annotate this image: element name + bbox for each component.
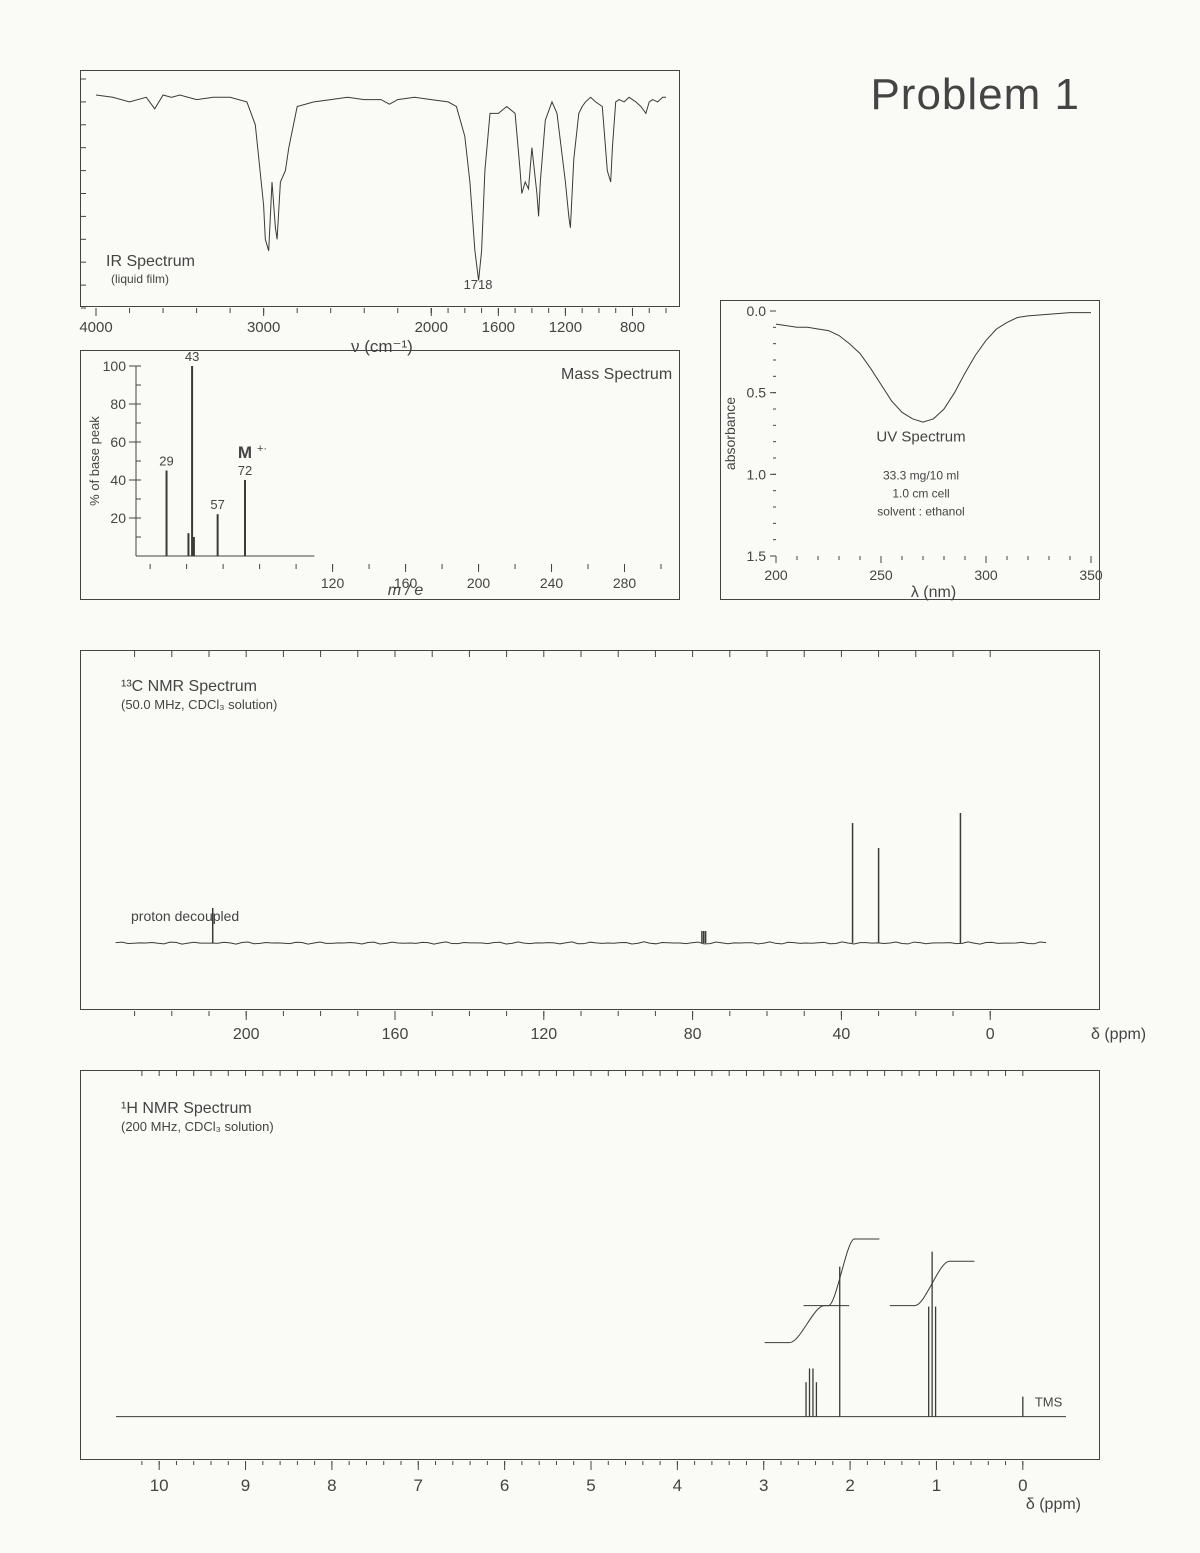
svg-text:40: 40 (110, 472, 126, 488)
svg-text:solvent : ethanol: solvent : ethanol (877, 504, 964, 518)
svg-text:0.0: 0.0 (747, 303, 767, 319)
svg-text:¹³C NMR Spectrum: ¹³C NMR Spectrum (121, 678, 257, 695)
svg-text:200: 200 (764, 567, 788, 583)
svg-text:0: 0 (986, 1026, 995, 1043)
svg-text:800: 800 (620, 319, 645, 336)
svg-text:7: 7 (414, 1476, 423, 1495)
page-title: Problem 1 (870, 70, 1080, 120)
svg-text:(50.0 MHz, CDCl₃ solution): (50.0 MHz, CDCl₃ solution) (121, 697, 277, 712)
svg-text:UV Spectrum: UV Spectrum (876, 429, 965, 446)
svg-text:280: 280 (613, 575, 637, 591)
svg-text:20: 20 (110, 510, 126, 526)
svg-text:57: 57 (210, 497, 224, 512)
svg-text:λ (nm): λ (nm) (911, 584, 956, 601)
svg-text:350: 350 (1079, 567, 1103, 583)
svg-text:240: 240 (540, 575, 564, 591)
svg-text:0: 0 (1018, 1476, 1027, 1495)
svg-text:1.0: 1.0 (747, 466, 767, 482)
svg-text:200: 200 (467, 575, 491, 591)
svg-text:4000: 4000 (79, 319, 112, 336)
svg-text:0.5: 0.5 (747, 385, 767, 401)
svg-text:2: 2 (845, 1476, 854, 1495)
svg-text:3: 3 (759, 1476, 768, 1495)
svg-text:6: 6 (500, 1476, 509, 1495)
page: Problem 1 IR Spectrum(liquid film)171840… (0, 0, 1200, 1553)
svg-text:100: 100 (103, 358, 127, 374)
ir-spectrum-panel: IR Spectrum(liquid film)1718400030002000… (80, 70, 680, 307)
svg-text:40: 40 (833, 1026, 851, 1043)
svg-text:(liquid film): (liquid film) (111, 272, 169, 286)
svg-text:M: M (238, 443, 252, 462)
c13-nmr-panel: ¹³C NMR Spectrum (50.0 MHz, CDCl₃ solutio… (80, 650, 1100, 1010)
svg-text:33.3 mg/10 ml: 33.3 mg/10 ml (883, 468, 959, 482)
mass-spectrum-panel: 20406080100% of base peak29435772M+·1201… (80, 350, 680, 600)
svg-text:1.0 cm cell: 1.0 cm cell (892, 486, 949, 500)
svg-text:TMS: TMS (1035, 1395, 1063, 1410)
svg-text:2000: 2000 (415, 319, 448, 336)
svg-text:Mass Spectrum: Mass Spectrum (561, 366, 672, 383)
svg-text:δ (ppm): δ (ppm) (1091, 1026, 1146, 1043)
svg-text:200: 200 (233, 1026, 260, 1043)
svg-text:160: 160 (382, 1026, 409, 1043)
svg-text:60: 60 (110, 434, 126, 450)
svg-text:IR Spectrum: IR Spectrum (106, 253, 195, 270)
svg-text:80: 80 (110, 396, 126, 412)
svg-text:¹H NMR Spectrum: ¹H NMR Spectrum (121, 1100, 252, 1117)
svg-text:10: 10 (150, 1476, 169, 1495)
svg-text:29: 29 (159, 454, 173, 469)
svg-text:5: 5 (586, 1476, 595, 1495)
svg-text:43: 43 (185, 349, 199, 364)
svg-text:80: 80 (684, 1026, 702, 1043)
svg-text:250: 250 (869, 567, 893, 583)
svg-text:δ (ppm): δ (ppm) (1026, 1496, 1081, 1513)
svg-text:4: 4 (673, 1476, 682, 1495)
svg-text:% of base peak: % of base peak (87, 416, 102, 506)
svg-text:1.5: 1.5 (747, 548, 767, 564)
svg-text:300: 300 (974, 567, 998, 583)
svg-text:3000: 3000 (247, 319, 280, 336)
svg-text:1600: 1600 (482, 319, 515, 336)
svg-text:+·: +· (257, 443, 267, 455)
svg-text:72: 72 (238, 463, 252, 478)
svg-text:1: 1 (932, 1476, 941, 1495)
svg-text:1718: 1718 (464, 277, 493, 292)
svg-text:proton decoupled: proton decoupled (131, 908, 239, 924)
svg-text:1200: 1200 (549, 319, 582, 336)
uv-spectrum-panel: 0.0 0.5 1.0 1.5 absorbance 200 250 300 350 λ (nm)… (720, 300, 1100, 600)
svg-text:absorbance: absorbance (722, 397, 738, 470)
svg-text:8: 8 (327, 1476, 336, 1495)
h1-nmr-panel: ¹H NMR Spectrum (200 MHz, CDCl₃ solution)… (80, 1070, 1100, 1460)
svg-text:120: 120 (530, 1026, 557, 1043)
svg-text:(200 MHz, CDCl₃ solution): (200 MHz, CDCl₃ solution) (121, 1119, 274, 1134)
svg-text:120: 120 (321, 575, 345, 591)
svg-text:9: 9 (241, 1476, 250, 1495)
svg-text:m / e: m / e (388, 582, 424, 599)
